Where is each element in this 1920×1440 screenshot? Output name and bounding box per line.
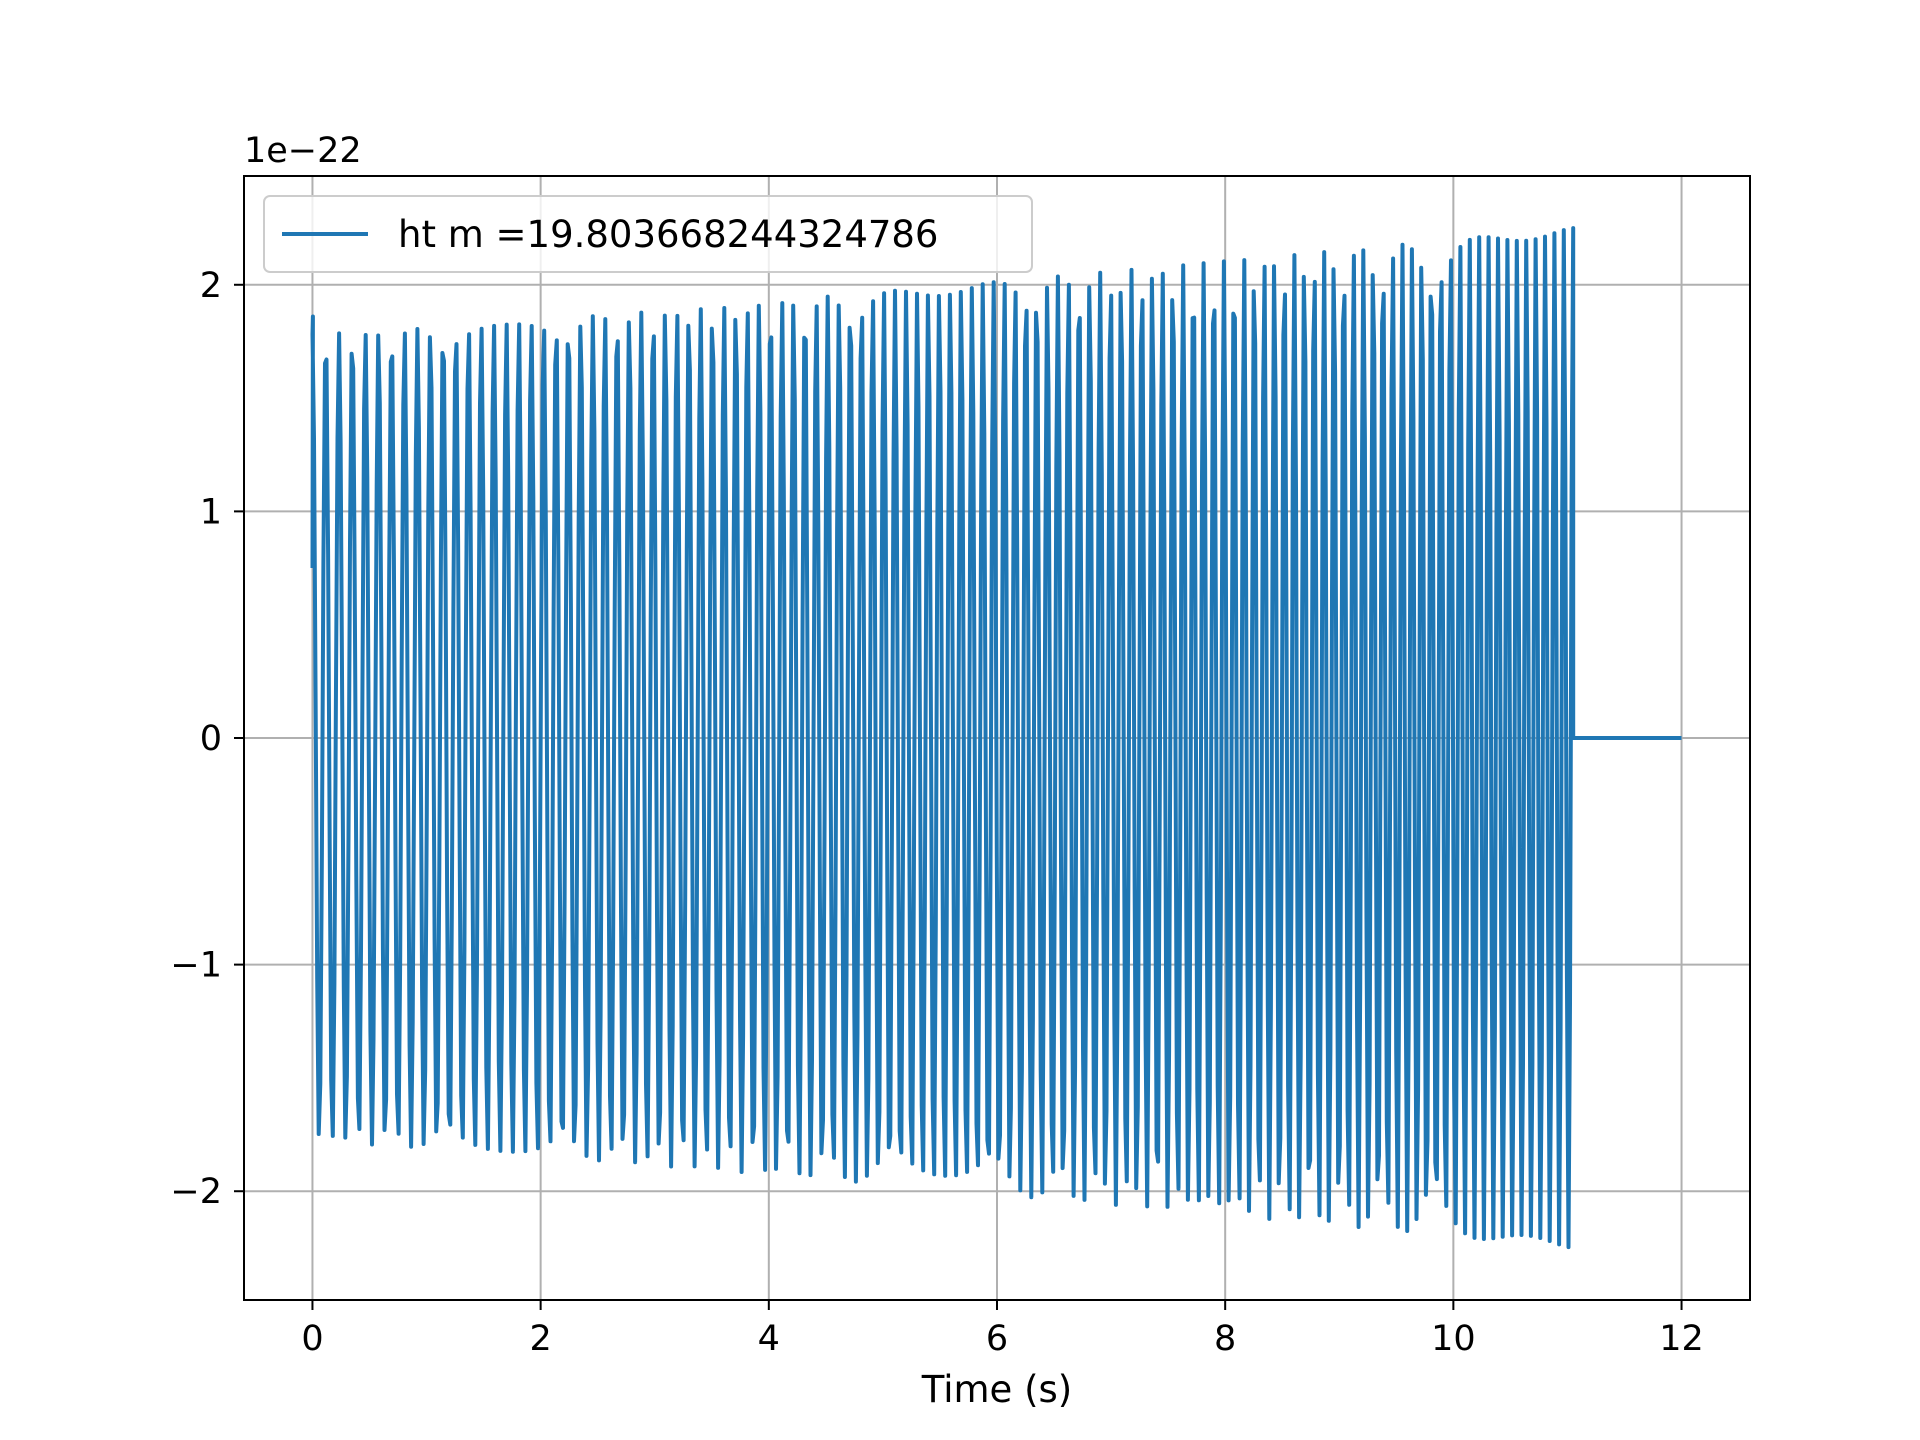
x-axis-label: Time (s) [921,1368,1072,1411]
x-tick-label-3: 6 [986,1319,1008,1359]
legend-box [263,195,1033,273]
series-layer [310,226,1682,1250]
legend-label: ht m =19.803668244324786 [398,213,938,256]
x-tick-label-2: 4 [758,1319,780,1359]
y-axis: −2 −1 0 1 2 [170,266,244,1212]
y-tick-label-2: 0 [200,719,222,759]
y-tick-label-0: −2 [170,1172,222,1212]
y-tick-label-3: 1 [200,492,222,532]
x-tick-label-5: 10 [1431,1319,1476,1359]
y-tick-label-1: −1 [170,946,222,986]
x-tick-label-4: 8 [1214,1319,1236,1359]
series-line-ht [310,226,1682,1250]
legend: ht m =19.803668244324786 [263,195,1033,273]
x-tick-label-6: 12 [1659,1319,1704,1359]
y-axis-offset-text: 1e−22 [244,131,362,171]
x-tick-label-1: 2 [529,1319,551,1359]
x-tick-label-0: 0 [301,1319,323,1359]
x-axis: 0 2 4 6 8 10 12 [301,1300,1704,1359]
y-tick-label-4: 2 [200,266,222,306]
